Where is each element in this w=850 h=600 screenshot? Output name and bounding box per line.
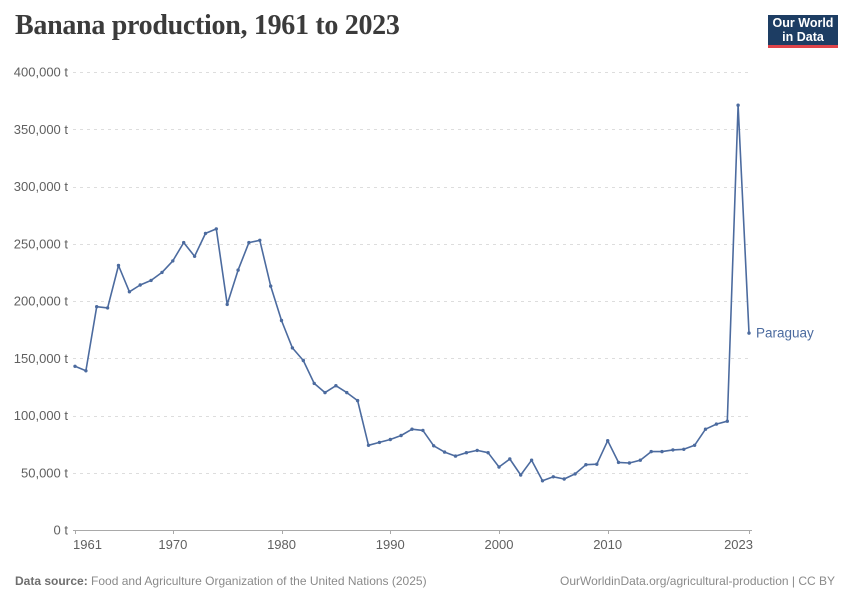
data-point-marker — [182, 240, 186, 245]
credit-link[interactable]: OurWorldinData.org/agricultural-producti… — [559, 574, 835, 588]
data-point-marker — [432, 444, 436, 448]
data-point-marker — [149, 278, 153, 283]
data-point-marker — [95, 305, 99, 309]
data-point-marker — [682, 447, 686, 451]
data-point-marker — [366, 443, 371, 447]
data-point-marker — [475, 448, 479, 453]
chart-footer: Data source: Food and Agriculture Organi… — [15, 574, 835, 588]
y-axis-tick-label: 350,000 t — [14, 122, 69, 137]
data-point-marker — [203, 231, 208, 236]
data-point-marker — [138, 283, 142, 287]
data-point-marker — [105, 306, 110, 310]
data-point-marker — [410, 427, 414, 431]
data-point-marker — [671, 448, 675, 452]
data-point-marker — [638, 458, 642, 462]
data-point-marker — [649, 449, 653, 454]
y-axis-tick-label: 300,000 t — [14, 179, 69, 194]
data-point-marker — [562, 477, 566, 481]
data-point-marker — [736, 103, 740, 107]
data-point-marker — [519, 473, 523, 477]
x-axis-tick-label: 2023 — [724, 537, 753, 552]
data-point-marker — [323, 390, 327, 395]
data-point-marker — [388, 437, 392, 442]
data-point-marker — [269, 284, 273, 288]
data-point-marker — [247, 240, 251, 245]
y-axis-tick-label: 400,000 t — [14, 65, 69, 80]
logo-text-line2: in Data — [782, 30, 824, 44]
data-point-marker — [573, 472, 577, 476]
data-point-marker — [225, 302, 229, 307]
data-point-marker — [453, 454, 458, 458]
data-point-marker — [714, 422, 719, 426]
data-point-marker — [345, 390, 349, 395]
data-point-marker — [627, 461, 632, 465]
y-axis-tick-label: 250,000 t — [14, 236, 69, 251]
y-axis-tick-label: 0 t — [54, 523, 69, 538]
x-axis-tick-label: 1961 — [73, 537, 102, 552]
x-axis-tick-label: 2010 — [593, 537, 622, 552]
data-point-marker — [540, 479, 545, 483]
data-point-marker — [595, 462, 599, 466]
data-point-marker — [747, 331, 751, 335]
data-point-marker — [508, 457, 512, 461]
data-point-marker — [660, 449, 664, 454]
y-axis-tick-label: 200,000 t — [14, 294, 69, 309]
data-point-marker — [464, 451, 469, 455]
data-point-marker — [377, 440, 382, 445]
series-line-paraguay[interactable] — [74, 104, 750, 482]
data-point-marker — [236, 268, 240, 272]
logo-text-line1: Our World — [772, 16, 834, 30]
data-point-marker — [497, 465, 501, 469]
data-point-marker — [355, 398, 360, 403]
data-point-marker — [584, 463, 588, 467]
data-source-text: Food and Agriculture Organization of the… — [87, 574, 427, 588]
x-axis-tick-label: 1970 — [158, 537, 187, 552]
x-axis-tick-label: 1980 — [267, 537, 296, 552]
data-point-marker — [725, 419, 729, 423]
data-point-marker — [84, 369, 88, 373]
data-point-marker — [334, 384, 338, 388]
data-point-marker — [301, 358, 305, 363]
data-source-note: Data source: Food and Agriculture Organi… — [15, 574, 427, 588]
data-point-marker — [214, 227, 218, 231]
y-axis-tick-label: 150,000 t — [14, 351, 69, 366]
data-point-marker — [551, 475, 555, 479]
data-point-marker — [116, 263, 121, 268]
data-point-marker — [442, 450, 447, 454]
data-point-marker — [486, 451, 490, 455]
data-point-marker — [606, 439, 610, 443]
data-point-marker — [399, 433, 403, 438]
y-axis-tick-label: 50,000 t — [21, 465, 68, 480]
x-axis-tick-label: 1990 — [376, 537, 405, 552]
data-point-marker — [312, 381, 316, 386]
data-point-marker — [73, 364, 77, 368]
data-point-marker — [703, 427, 708, 431]
data-point-marker — [127, 290, 132, 294]
data-source-label: Data source: — [15, 574, 88, 588]
data-point-marker — [616, 460, 621, 465]
data-point-marker — [279, 318, 284, 323]
data-point-marker — [192, 254, 197, 258]
data-point-marker — [258, 238, 262, 242]
data-point-marker — [529, 458, 534, 462]
owid-logo[interactable]: Our World in Data — [768, 15, 838, 48]
data-point-marker — [160, 270, 164, 275]
y-axis-tick-label: 100,000 t — [14, 408, 69, 423]
data-point-marker — [171, 259, 175, 263]
x-axis-tick-label: 2000 — [485, 537, 514, 552]
data-point-marker — [692, 443, 697, 447]
chart-title: Banana production, 1961 to 2023 — [15, 10, 400, 41]
data-point-marker — [290, 346, 295, 350]
series-label-paraguay[interactable]: Paraguay — [756, 326, 814, 341]
data-point-marker — [421, 428, 425, 433]
